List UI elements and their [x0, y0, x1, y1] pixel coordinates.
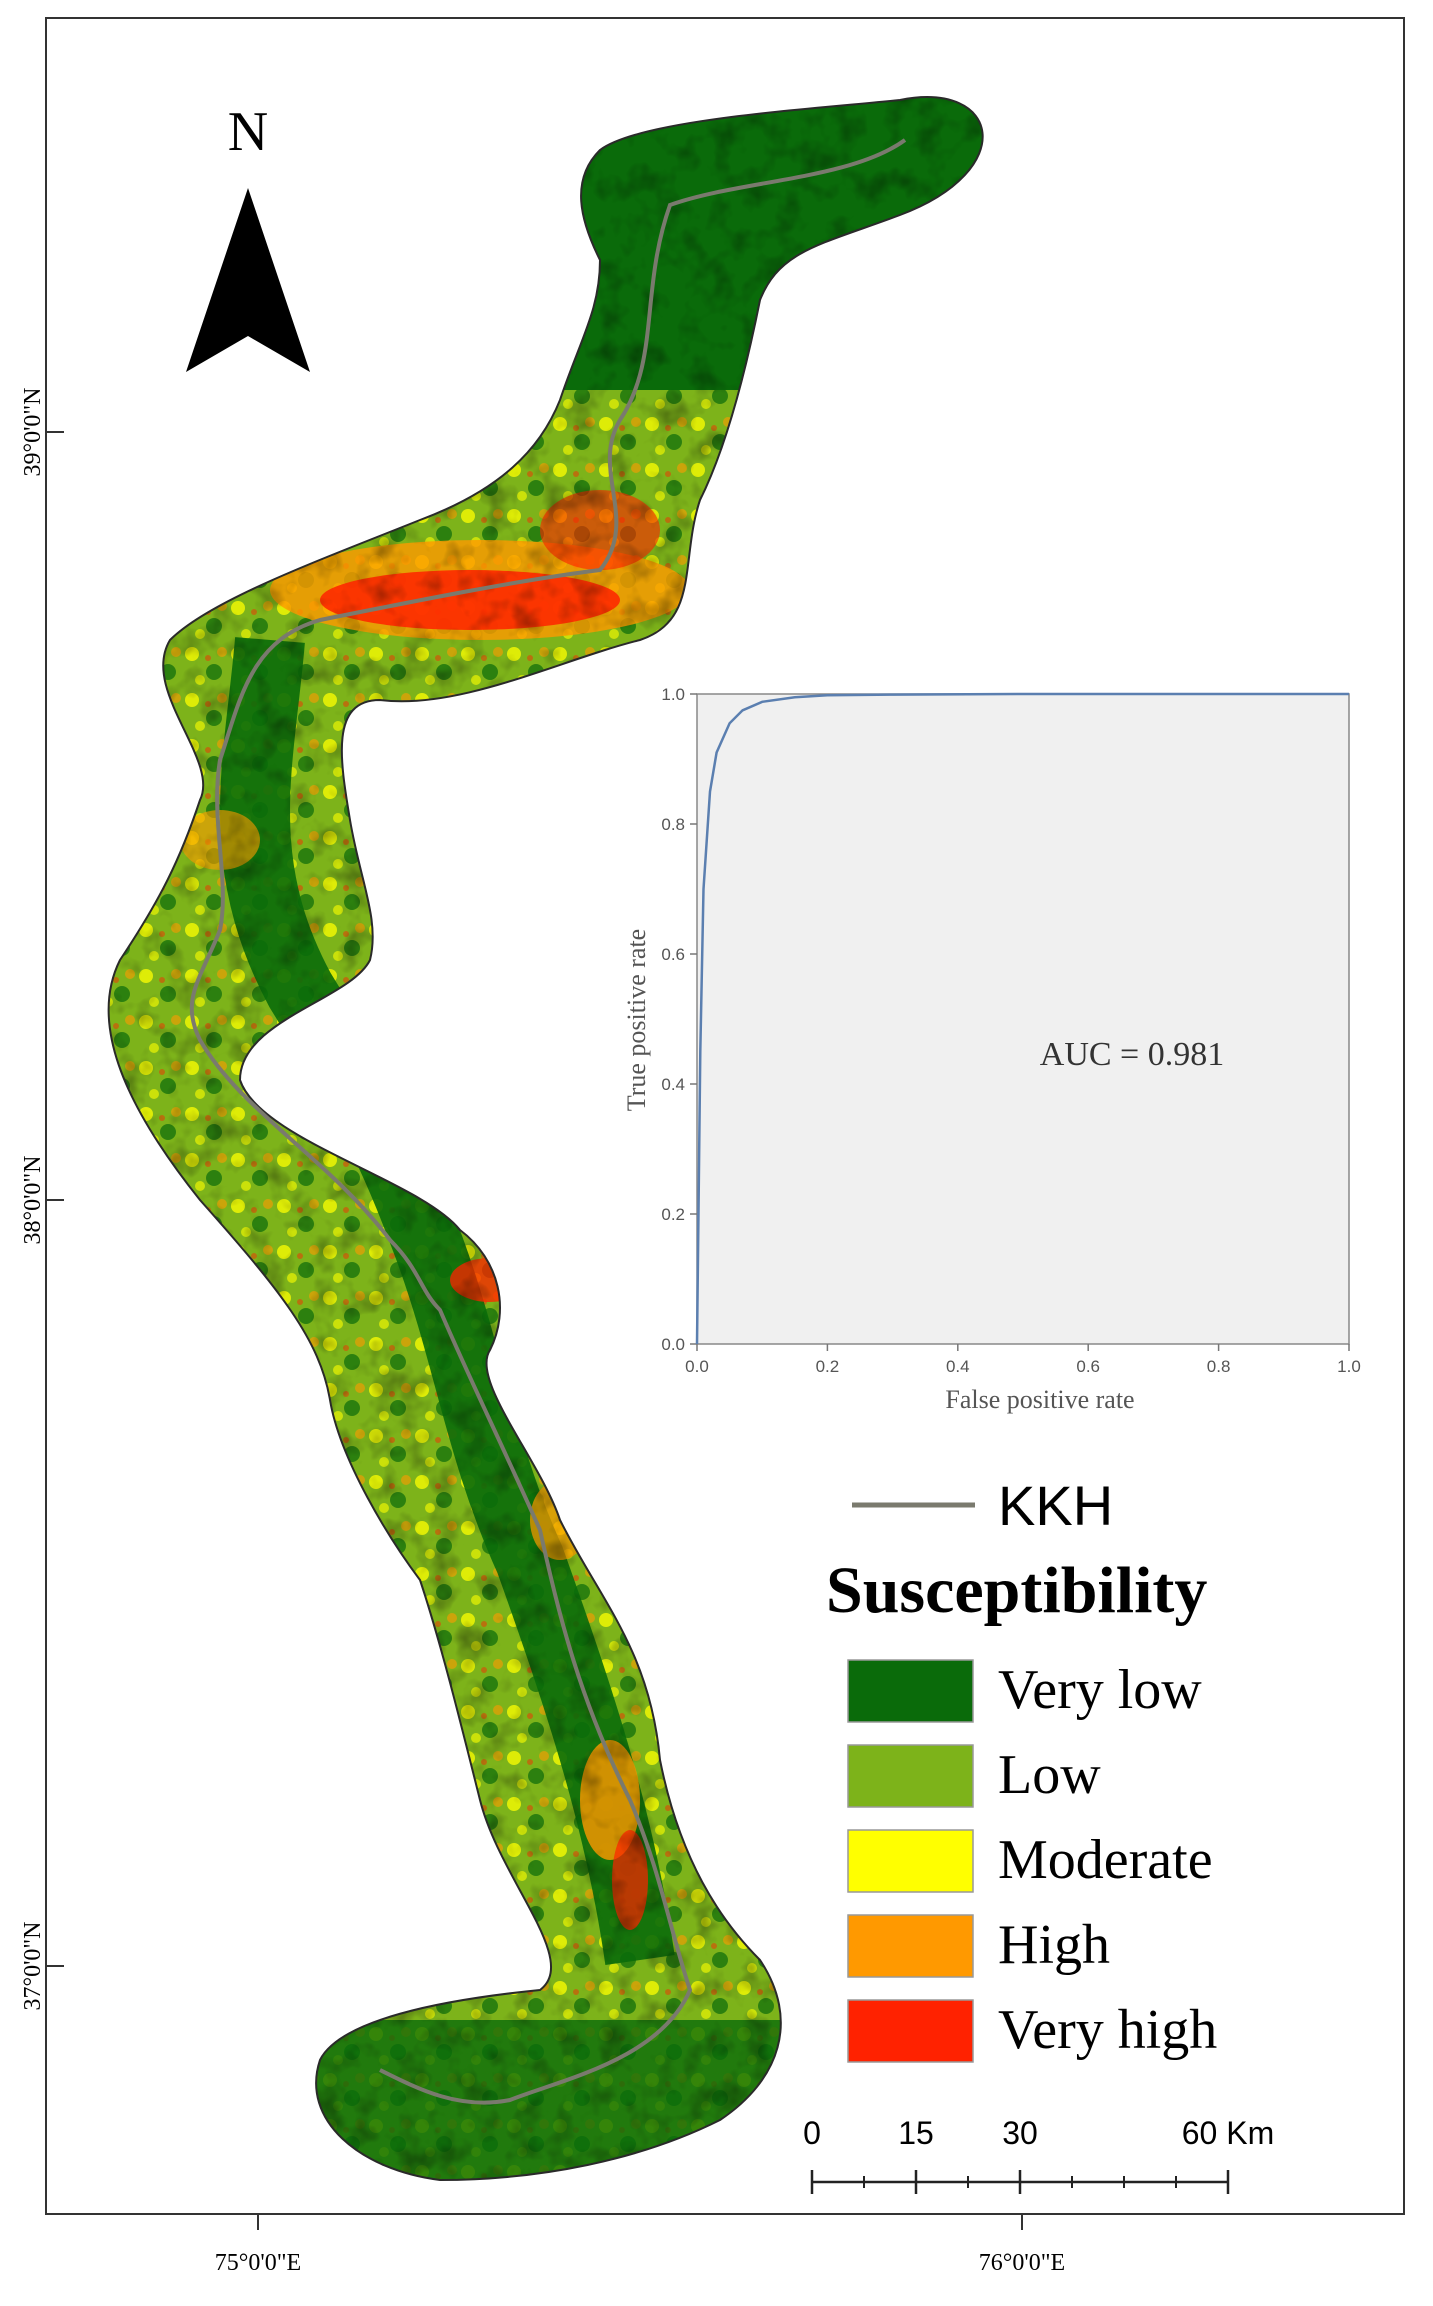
lat-label: 37°0'0"N — [20, 1921, 46, 2010]
legend-swatch-very-high — [847, 1999, 974, 2063]
legend — [847, 1502, 975, 2063]
kkh-road — [189, 138, 907, 2105]
scale-label: 0 — [803, 2115, 821, 2151]
map-frame — [45, 17, 1405, 2215]
roc-x-tick-label: 0.4 — [946, 1357, 970, 1376]
roc-y-tick-label: 0.4 — [661, 1075, 685, 1094]
legend-label-high: High — [998, 1914, 1110, 1976]
legend-label-very-low: Very low — [998, 1659, 1202, 1721]
roc-x-tick-label: 0.6 — [1076, 1357, 1100, 1376]
legend-label-low: Low — [998, 1744, 1101, 1806]
roc-x-tick-label: 0.2 — [816, 1357, 840, 1376]
roc-curve — [695, 692, 1349, 1345]
legend-swatch-moderate — [847, 1829, 974, 1893]
roc-y-tick-label: 0.2 — [661, 1205, 685, 1224]
lon-label: 76°0'0"E — [979, 2250, 1065, 2276]
scale-label: 30 — [1002, 2115, 1038, 2151]
legend-swatch-high — [847, 1914, 974, 1978]
roc-x-tick-label: 0.8 — [1207, 1357, 1231, 1376]
auc-annotation: AUC = 0.981 — [1040, 1036, 1224, 1073]
roc-inset: 0.0 0.2 0.4 0.6 0.8 1.0 0.0 0.2 0.4 0.6 0.8 1.0 — [661, 685, 1360, 1376]
scale-label: 60 Km — [1182, 2115, 1274, 2151]
roc-xlabel: False positive rate — [945, 1385, 1134, 1414]
roc-x-tick-label: 1.0 — [1337, 1357, 1361, 1376]
scale-label: 15 — [898, 2115, 934, 2151]
legend-label-very-high: Very high — [998, 1999, 1217, 2061]
north-arrow — [186, 188, 310, 372]
legend-swatch-low — [847, 1744, 974, 1808]
legend-label-moderate: Moderate — [998, 1829, 1213, 1891]
roc-ylabel: True positive rate — [622, 929, 651, 1111]
lon-axis — [257, 2214, 1023, 2230]
roc-y-tick-label: 1.0 — [661, 685, 685, 704]
north-arrow-label: N — [228, 101, 268, 163]
roc-y-tick-label: 0.6 — [661, 945, 685, 964]
roc-x-tick-label: 0.0 — [685, 1357, 709, 1376]
lon-label: 75°0'0"E — [215, 2250, 301, 2276]
legend-road-label: KKH — [998, 1474, 1113, 1537]
legend-title: Susceptibility — [826, 1554, 1207, 1627]
roc-y-tick-label: 0.8 — [661, 815, 685, 834]
lat-label: 39°0'0"N — [20, 387, 46, 476]
roc-plot-area — [696, 693, 1350, 1345]
lat-label: 38°0'0"N — [20, 1155, 46, 1244]
roc-y-tick-label: 0.0 — [661, 1335, 685, 1354]
scale-bar — [810, 2170, 1230, 2194]
lat-axis — [46, 431, 64, 1967]
legend-swatch-very-low — [847, 1659, 974, 1723]
